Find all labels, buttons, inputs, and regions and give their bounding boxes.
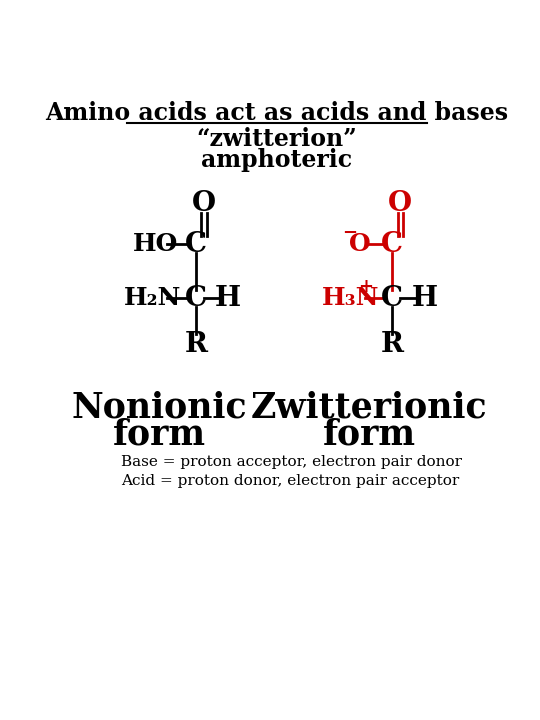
Text: R: R: [381, 331, 404, 358]
Text: H₃N: H₃N: [322, 286, 380, 310]
Text: Amino acids act as acids and bases: Amino acids act as acids and bases: [45, 102, 508, 125]
Text: C: C: [381, 230, 403, 258]
Text: R: R: [184, 331, 207, 358]
Text: C: C: [381, 284, 403, 312]
Text: C: C: [185, 284, 207, 312]
Text: O: O: [192, 190, 215, 217]
Text: O: O: [388, 190, 412, 217]
Text: −: −: [342, 225, 357, 243]
Text: Nonionic: Nonionic: [72, 390, 247, 425]
Text: form: form: [323, 418, 416, 451]
Text: O: O: [349, 233, 371, 256]
Text: form: form: [113, 418, 206, 451]
Text: HO: HO: [133, 233, 179, 256]
Text: amphoteric: amphoteric: [201, 148, 352, 171]
Text: C: C: [185, 230, 207, 258]
Text: H₂N: H₂N: [124, 286, 181, 310]
Text: +: +: [358, 279, 373, 297]
Text: H: H: [215, 284, 241, 312]
Text: H: H: [411, 284, 437, 312]
Text: “zwitterion”: “zwitterion”: [197, 127, 357, 150]
Text: Zwitterionic: Zwitterionic: [251, 390, 488, 425]
Text: Acid = proton donor, electron pair acceptor: Acid = proton donor, electron pair accep…: [121, 474, 460, 487]
Text: Base = proton acceptor, electron pair donor: Base = proton acceptor, electron pair do…: [121, 455, 462, 469]
